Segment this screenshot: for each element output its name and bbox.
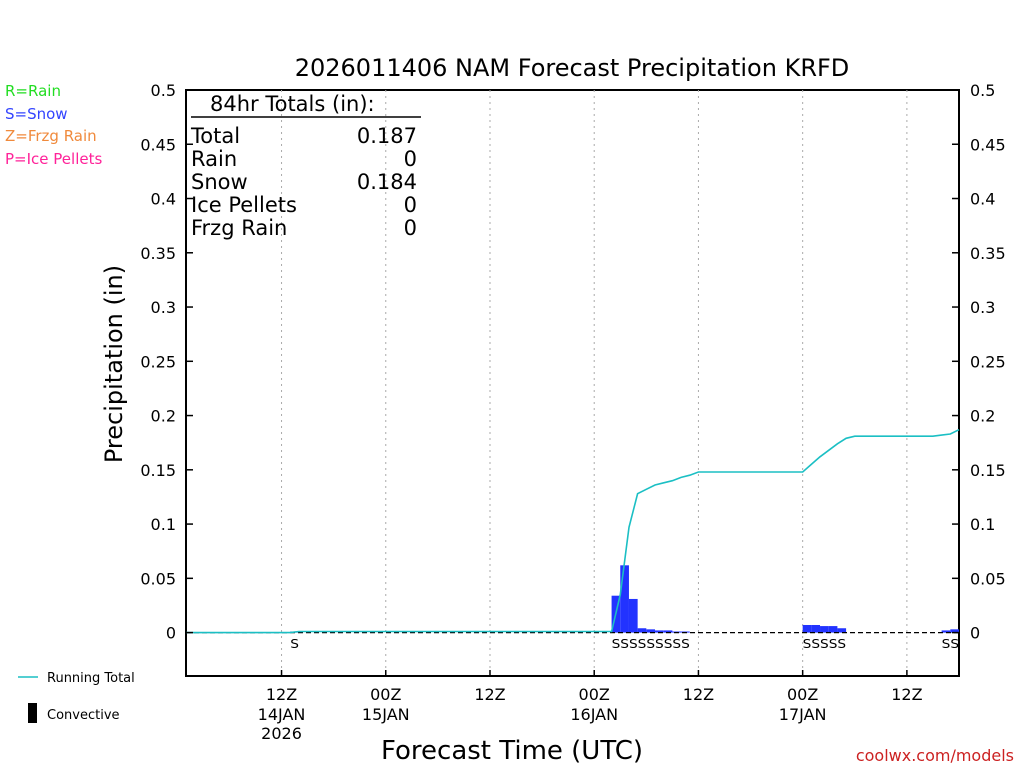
x-tick-date-5: 17JAN <box>779 705 827 724</box>
legend-ice-pellets: P=Ice Pellets <box>5 150 102 168</box>
ptype-marker-3: SS <box>942 637 959 651</box>
y-tick-left-label-8: 0.4 <box>151 190 176 209</box>
y-axis-right: 0 0.05 0.1 0.15 0.2 0.25 0.3 0.35 0.4 0.45 0.5 <box>952 81 1006 643</box>
running-total-line <box>186 428 960 634</box>
y-tick-right-label-7: 0.35 <box>970 244 1006 263</box>
y-axis-left: 0 0.05 0.1 0.15 0.2 0.25 0.3 0.35 0.4 0.45 0.5 <box>140 81 193 643</box>
y-tick-left-label-3: 0.15 <box>140 461 176 480</box>
y-tick-left-label-6: 0.3 <box>151 298 176 317</box>
legend-snow: S=Snow <box>5 105 68 123</box>
y-tick-left-label-0: 0 <box>166 624 176 643</box>
running-total-legend-label: Running Total <box>47 671 135 686</box>
y-tick-left-label-10: 0.5 <box>151 81 176 100</box>
totals-value-ice-pellets: 0 <box>404 193 417 217</box>
snow-bar-11 <box>811 624 821 633</box>
snow-bar-7 <box>663 630 673 633</box>
plot-frame <box>185 89 960 677</box>
x-tick-date-0: 14JAN <box>258 705 306 724</box>
convective-legend-label: Convective <box>47 708 120 723</box>
legend-rain: R=Rain <box>5 82 61 100</box>
y-tick-right-label-6: 0.3 <box>970 298 995 317</box>
totals-value-rain: 0 <box>404 147 417 171</box>
y-axis-label: Precipitation (in) <box>100 265 128 463</box>
totals-value-frzg-rain: 0 <box>404 216 417 240</box>
x-tick-label-3: 00Z <box>579 685 610 704</box>
totals-box: 84hr Totals (in): Total 0.187 Rain 0 Sno… <box>190 92 421 240</box>
snow-bars <box>290 565 959 633</box>
x-tick-label-2: 12Z <box>474 685 505 704</box>
snow-bar-12 <box>820 626 829 633</box>
ptype-marker-2: SSSSS <box>803 637 846 651</box>
legend-frzg-rain: Z=Frzg Rain <box>5 127 97 145</box>
snow-bar-13 <box>828 626 838 633</box>
snow-bar-3 <box>628 598 638 633</box>
totals-label-snow: Snow <box>191 170 248 194</box>
x-tick-label-5: 00Z <box>787 685 818 704</box>
x-tick-year-0: 2026 <box>261 724 302 743</box>
y-tick-right-label-1: 0.05 <box>970 569 1006 588</box>
ptype-marker-0: S <box>290 637 299 651</box>
y-tick-right-label-8: 0.4 <box>970 190 995 209</box>
totals-header: 84hr Totals (in): <box>210 92 375 116</box>
y-tick-right-label-4: 0.2 <box>970 407 995 426</box>
totals-label-frzg-rain: Frzg Rain <box>191 216 287 240</box>
ptype-marker-1: SSSSSSSSS <box>612 637 690 651</box>
y-tick-left-label-1: 0.05 <box>140 569 176 588</box>
gridlines <box>281 90 908 676</box>
snow-bar-6 <box>655 630 664 633</box>
snow-bar-14 <box>837 628 847 633</box>
y-tick-right-label-3: 0.15 <box>970 461 1006 480</box>
y-tick-left-label-2: 0.1 <box>151 515 176 534</box>
x-tick-label-1: 00Z <box>370 685 401 704</box>
snow-bar-4 <box>637 628 647 633</box>
y-tick-right-label-10: 0.5 <box>970 81 995 100</box>
x-tick-label-0: 12Z <box>266 685 297 704</box>
snow-bar-5 <box>646 629 656 633</box>
snow-bar-16 <box>950 629 959 633</box>
y-tick-left-label-9: 0.45 <box>140 135 176 154</box>
x-axis-label: Forecast Time (UTC) <box>381 736 643 766</box>
y-tick-right-label-5: 0.25 <box>970 352 1006 371</box>
totals-label-total: Total <box>190 124 240 148</box>
totals-value-total: 0.187 <box>357 124 417 148</box>
x-tick-date-1: 15JAN <box>362 705 410 724</box>
credit-text: coolwx.com/models <box>856 746 1014 765</box>
y-tick-left-label-4: 0.2 <box>151 407 176 426</box>
ptype-markers: S SSSSSSSSS SSSSS SS <box>290 637 959 651</box>
y-tick-right-label-2: 0.1 <box>970 515 995 534</box>
convective-legend-swatch <box>28 703 37 723</box>
y-tick-right-label-0: 0 <box>970 624 980 643</box>
totals-value-snow: 0.184 <box>357 170 417 194</box>
snow-bar-10 <box>802 624 812 633</box>
y-tick-left-label-5: 0.25 <box>140 352 176 371</box>
totals-label-rain: Rain <box>191 147 237 171</box>
y-tick-left-label-7: 0.35 <box>140 244 176 263</box>
totals-label-ice-pellets: Ice Pellets <box>191 193 297 217</box>
snow-bar-15 <box>941 630 951 633</box>
x-tick-date-3: 16JAN <box>570 705 618 724</box>
y-tick-right-label-9: 0.45 <box>970 135 1006 154</box>
x-tick-label-6: 12Z <box>891 685 922 704</box>
x-tick-label-4: 12Z <box>683 685 714 704</box>
snow-bar-2 <box>620 565 629 633</box>
chart-title: 2026011406 NAM Forecast Precipitation KR… <box>295 54 850 82</box>
